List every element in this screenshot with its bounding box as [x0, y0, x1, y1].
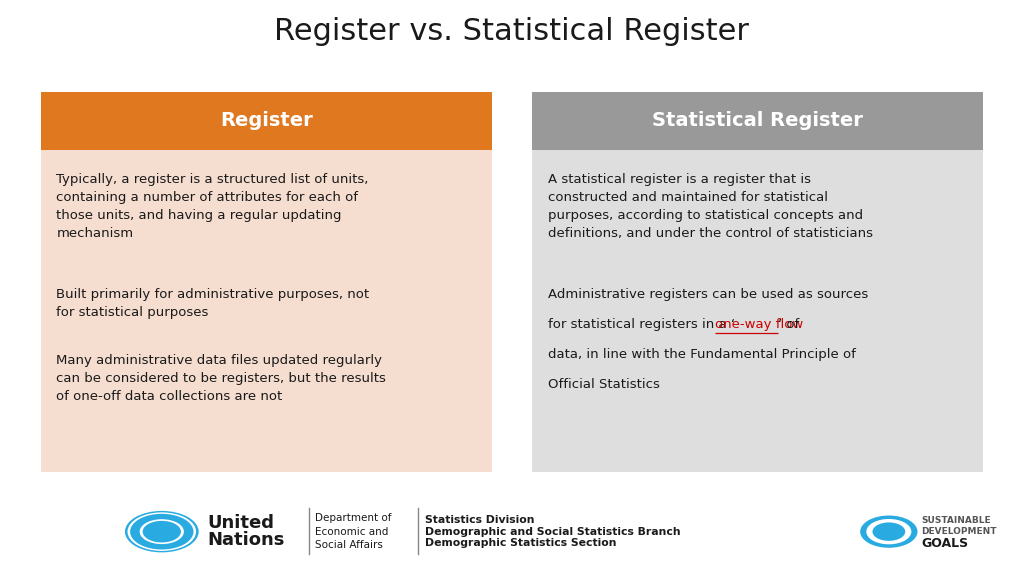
Text: Register: Register [220, 112, 312, 130]
Text: Administrative registers can be used as sources: Administrative registers can be used as … [548, 288, 868, 301]
Text: Official Statistics: Official Statistics [548, 378, 659, 391]
Text: Typically, a register is a structured list of units,
containing a number of attr: Typically, a register is a structured li… [56, 173, 369, 240]
Text: Many administrative data files updated regularly
can be considered to be registe: Many administrative data files updated r… [56, 354, 386, 403]
Circle shape [139, 519, 184, 544]
Text: United: United [208, 514, 274, 532]
Text: GOALS: GOALS [922, 537, 969, 550]
Circle shape [130, 514, 194, 550]
Text: Built primarily for administrative purposes, not
for statistical purposes: Built primarily for administrative purpo… [56, 288, 370, 319]
Circle shape [142, 521, 181, 543]
Circle shape [128, 513, 196, 551]
Text: DEVELOPMENT: DEVELOPMENT [922, 527, 997, 536]
Text: Statistics Division: Statistics Division [425, 515, 535, 525]
Text: Statistical Register: Statistical Register [652, 112, 863, 130]
Circle shape [125, 511, 199, 552]
Text: Demographic and Social Statistics Branch: Demographic and Social Statistics Branch [425, 526, 681, 537]
Text: for statistical registers in a ‘: for statistical registers in a ‘ [548, 318, 735, 331]
Text: one-way flow: one-way flow [715, 318, 803, 331]
Text: Register vs. Statistical Register: Register vs. Statistical Register [274, 17, 750, 46]
Text: SUSTAINABLE: SUSTAINABLE [922, 516, 991, 525]
FancyBboxPatch shape [41, 150, 492, 472]
Text: data, in line with the Fundamental Principle of: data, in line with the Fundamental Princ… [548, 348, 856, 361]
Circle shape [860, 516, 918, 548]
FancyBboxPatch shape [532, 92, 983, 150]
Text: Nations: Nations [208, 530, 286, 549]
Text: Department of
Economic and
Social Affairs: Department of Economic and Social Affair… [315, 513, 392, 550]
Circle shape [872, 522, 905, 541]
FancyBboxPatch shape [41, 92, 492, 150]
Text: Demographic Statistics Section: Demographic Statistics Section [425, 538, 616, 548]
Text: ’ of: ’ of [778, 318, 799, 331]
Circle shape [866, 519, 911, 544]
Text: A statistical register is a register that is
constructed and maintained for stat: A statistical register is a register tha… [548, 173, 872, 240]
FancyBboxPatch shape [532, 150, 983, 472]
